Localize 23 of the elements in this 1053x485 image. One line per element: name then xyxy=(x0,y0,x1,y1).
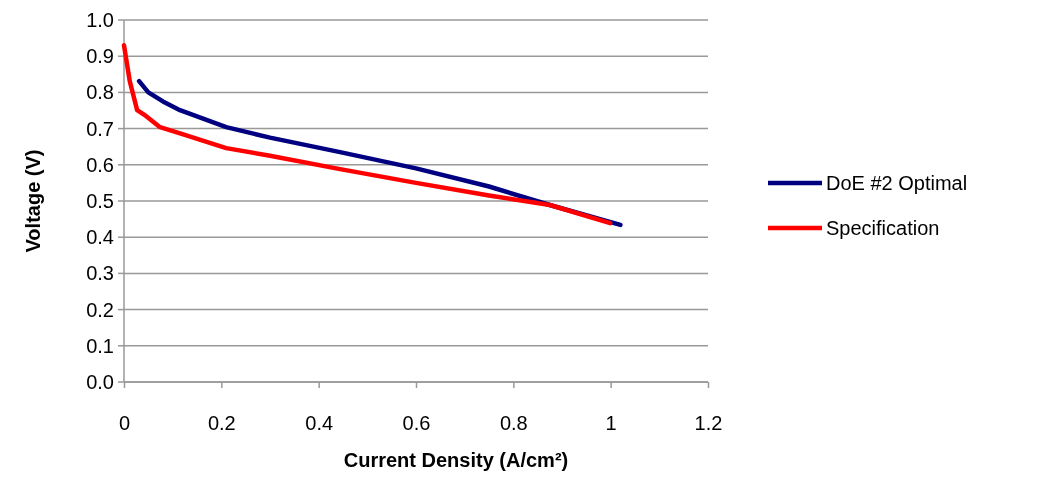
x-tick-label: 0.4 xyxy=(305,412,334,435)
x-tick-label: 0.8 xyxy=(499,412,528,435)
y-tick-label: 0.3 xyxy=(86,262,114,285)
legend-label: DoE #2 Optimal xyxy=(826,172,968,194)
y-axis-title: Voltage (V) xyxy=(22,149,44,253)
y-tick-label: 0.1 xyxy=(86,334,114,357)
y-tick-label: 0.9 xyxy=(86,45,114,68)
y-tick-label: 0.7 xyxy=(86,117,114,140)
x-axis-title: Current Density (A/cm²) xyxy=(343,449,569,471)
x-tick-label: 1 xyxy=(605,412,617,435)
x-tick-label: 0.6 xyxy=(402,412,431,435)
x-tick-label: 0.2 xyxy=(207,412,236,435)
y-tick-label: 0.2 xyxy=(86,298,114,321)
y-tick-label: 0.4 xyxy=(86,226,114,249)
y-tick-label: 0.6 xyxy=(86,153,114,176)
y-tick-label: 0.8 xyxy=(86,81,114,104)
line-series xyxy=(121,43,613,226)
y-tick-label: 1.0 xyxy=(86,9,114,31)
y-tick-label: 0.5 xyxy=(86,190,114,212)
y-tick-label: 0.0 xyxy=(86,371,114,393)
x-tick-label: 0 xyxy=(118,412,131,435)
x-tick-label: 1.2 xyxy=(694,412,723,435)
legend-label: Specification xyxy=(826,217,940,239)
